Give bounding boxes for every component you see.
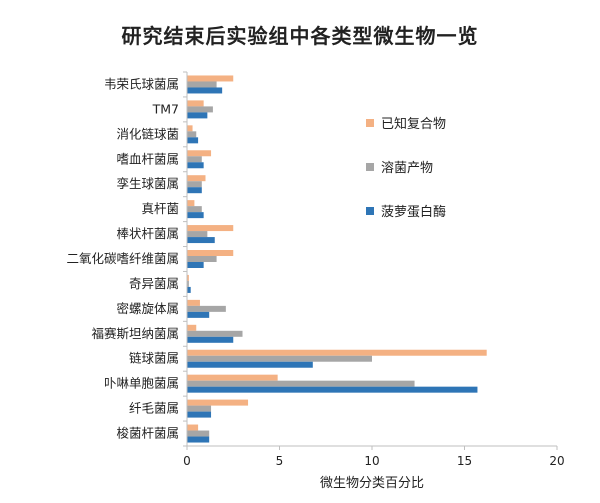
bar — [187, 131, 197, 138]
bar — [187, 175, 206, 182]
category-label: 福赛斯坦纳菌属 — [91, 326, 179, 341]
category-label: 孪生球菌属 — [116, 176, 179, 191]
bar — [187, 286, 191, 293]
bar — [187, 430, 210, 437]
bar — [187, 237, 215, 244]
bar — [187, 106, 213, 113]
bar — [187, 181, 202, 188]
bar — [187, 361, 313, 368]
bar — [187, 349, 487, 356]
bar — [187, 299, 200, 306]
bar — [187, 274, 189, 281]
bar — [187, 212, 204, 219]
legend-swatch — [366, 163, 374, 171]
bar — [187, 256, 217, 262]
category-label: 纤毛菌属 — [129, 401, 179, 416]
x-tick-label: 10 — [364, 454, 379, 468]
category-label: 棒状杆菌属 — [116, 226, 179, 241]
category-label: 卟啉单胞菌属 — [104, 376, 179, 391]
category-label: 链球菌属 — [129, 351, 179, 366]
bar — [187, 386, 478, 393]
bar — [187, 324, 197, 331]
category-label: 嗜血杆菌属 — [116, 151, 179, 166]
labels-layer: 韦荣氏球菌属 TM7 消化链球菌嗜血杆菌属孪生球菌属真杆菌棒状杆菌属二氧化碳嗜纤维菌… — [66, 76, 564, 468]
bar — [187, 280, 189, 287]
bar — [187, 405, 212, 412]
bar — [187, 81, 217, 88]
bar — [187, 225, 234, 232]
category-label: 奇异菌属 — [129, 276, 179, 291]
bar — [187, 206, 202, 213]
bar — [187, 150, 212, 157]
x-tick-label: 5 — [276, 454, 284, 468]
bar — [187, 112, 208, 119]
bar — [187, 156, 202, 163]
category-label: TM7 — [152, 101, 179, 116]
category-label: 真杆菌 — [141, 201, 179, 216]
bar — [187, 137, 199, 144]
bar — [187, 231, 208, 238]
x-tick-label: 0 — [183, 454, 191, 468]
bar — [187, 436, 210, 443]
axes-layer — [183, 71, 558, 450]
bar — [187, 305, 226, 312]
legend-label: 菠萝蛋白酶 — [381, 204, 446, 220]
bar — [187, 162, 204, 169]
bar — [187, 411, 212, 418]
category-label: 密螺旋体属 — [116, 301, 179, 316]
bar — [187, 200, 195, 207]
x-tick-label: 20 — [549, 454, 564, 468]
category-label: 韦荣氏球菌属 — [104, 76, 179, 91]
bar — [187, 374, 278, 381]
bar — [187, 355, 372, 362]
bar — [187, 125, 193, 132]
bar — [187, 399, 249, 406]
bar — [187, 250, 234, 256]
category-label: 梭菌杆菌属 — [116, 426, 179, 441]
bars-layer — [187, 75, 487, 443]
category-label: 消化链球菌 — [116, 126, 179, 141]
legend-swatch — [366, 207, 374, 215]
bar — [187, 380, 415, 387]
legend-swatch — [366, 119, 374, 127]
bar — [187, 336, 234, 343]
bar — [187, 87, 223, 94]
bar — [187, 262, 204, 268]
bar — [187, 100, 204, 107]
bar — [187, 330, 243, 337]
bar — [187, 424, 199, 431]
legend-label: 溶菌产物 — [381, 161, 433, 176]
bar — [187, 187, 202, 194]
legend-label: 已知复合物 — [381, 116, 446, 132]
chart-title: 研究结束后实验组中各类型微生物一览 — [121, 24, 479, 48]
bar — [187, 75, 234, 82]
category-label: 二氧化碳嗜纤维菌属 — [66, 251, 179, 266]
x-tick-label: 15 — [457, 454, 472, 468]
bar — [187, 311, 210, 318]
x-axis-title: 微生物分类百分比 — [320, 476, 424, 491]
